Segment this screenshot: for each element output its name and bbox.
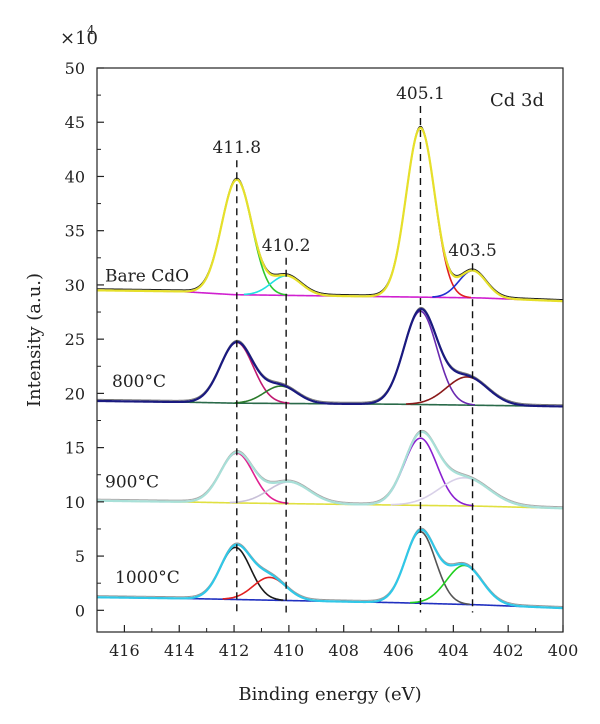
cd3d-annotation: Cd 3d <box>490 90 544 111</box>
y-tick-label-4: 20 <box>65 384 85 403</box>
x-tick-label-3: 410 <box>274 641 305 660</box>
x-tick-label-8: 400 <box>548 641 579 660</box>
sample-2-envelope <box>96 430 564 510</box>
curves-layer <box>96 125 564 610</box>
y-tick-label-3: 15 <box>65 439 85 458</box>
x-axis-title: Binding energy (eV) <box>238 684 421 705</box>
y-multiplier-exponent: 4 <box>87 23 95 37</box>
x-tick-label-5: 406 <box>383 641 414 660</box>
sample-2-raw-data <box>96 429 564 508</box>
x-tick-label-4: 408 <box>328 641 359 660</box>
y-tick-label-9: 45 <box>65 113 85 132</box>
y-tick-label-7: 35 <box>65 222 85 241</box>
x-tick-label-1: 414 <box>164 641 195 660</box>
reference-lines-layer: 411.8 410.2 405.1 403.5 <box>212 84 497 613</box>
reference-line-label-1: 410.2 <box>262 236 311 256</box>
axes-layer: 416 414 412 410 408 406 404 402 400 0 5 10 15 20 25 30 3… <box>65 59 579 660</box>
y-tick-label-1: 5 <box>75 547 85 566</box>
sample-label-3: 1000°C <box>115 568 180 588</box>
sample-label-2: 900°C <box>105 473 159 493</box>
reference-line-label-0: 411.8 <box>212 138 261 158</box>
y-tick-label-2: 10 <box>65 493 85 512</box>
x-tick-label-0: 416 <box>109 641 140 660</box>
sample-1-raw-data <box>96 306 564 406</box>
reference-line-label-3: 403.5 <box>448 241 497 261</box>
labels-layer: Bare CdO 800°C 900°C 1000°C <box>105 267 189 589</box>
sample-label-1: 800°C <box>112 372 166 392</box>
sample-3-envelope <box>96 528 564 610</box>
x-tick-label-7: 402 <box>493 641 524 660</box>
sample-1-envelope <box>96 307 564 408</box>
y-multiplier-label: ×10 <box>60 28 98 49</box>
plot-frame <box>96 67 564 633</box>
sample-label-0: Bare CdO <box>105 267 189 287</box>
y-tick-label-5: 25 <box>65 330 85 349</box>
y-tick-label-8: 40 <box>65 167 85 186</box>
sample-0-component-2 <box>370 127 471 299</box>
y-axis-title: Intensity (a.u.) <box>24 273 45 407</box>
y-tick-label-10: 50 <box>65 59 85 78</box>
y-tick-label-0: 0 <box>75 601 85 620</box>
x-tick-label-2: 412 <box>219 641 250 660</box>
x-tick-label-6: 404 <box>438 641 469 660</box>
reference-line-label-2: 405.1 <box>396 84 445 104</box>
y-tick-label-6: 30 <box>65 276 85 295</box>
sample-0-envelope <box>96 126 564 303</box>
